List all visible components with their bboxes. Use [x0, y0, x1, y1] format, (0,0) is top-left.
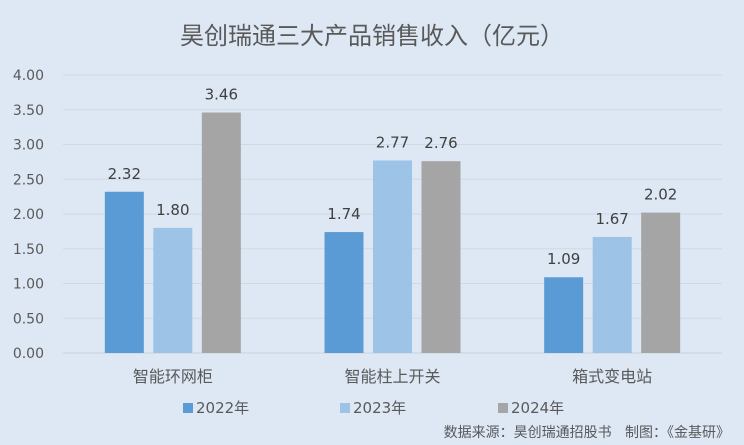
x-category-label: 箱式变电站: [572, 367, 652, 386]
y-tick-label: 0.00: [13, 346, 44, 362]
y-tick-label: 1.50: [13, 242, 44, 258]
bar: [324, 232, 364, 353]
data-label: 1.67: [595, 210, 628, 228]
bar-series: [104, 112, 681, 353]
bar: [373, 160, 412, 353]
x-category-label: 智能环网柜: [133, 367, 213, 386]
bar: [201, 112, 241, 353]
bar: [153, 227, 193, 353]
bar: [544, 277, 584, 353]
data-label: 2.32: [108, 165, 141, 183]
x-axis-categories: 智能环网柜 智能柱上开关 箱式变电站: [133, 367, 652, 386]
legend-label: 2023年: [353, 399, 406, 417]
y-axis-ticks: 0.00 0.50 1.00 1.50 2.00 2.50 3.00 3.50 4.00: [13, 68, 44, 362]
y-tick-label: 0.50: [13, 311, 44, 327]
y-tick-label: 1.00: [13, 277, 44, 293]
y-tick-label: 3.50: [13, 103, 44, 119]
data-label: 3.46: [205, 86, 238, 104]
data-labels: 2.32 1.80 3.46 1.74 2.77 2.76 1.09 1.67 2.02: [108, 86, 678, 269]
bar: [104, 191, 144, 353]
y-tick-label: 2.50: [13, 172, 44, 188]
bar: [641, 212, 681, 353]
legend-swatch: [183, 403, 193, 413]
legend-swatch: [498, 403, 508, 413]
legend-label: 2022年: [196, 399, 249, 417]
chart-title: 昊创瑞通三大产品销售收入（亿元）: [180, 22, 564, 50]
legend-swatch: [340, 403, 350, 413]
source-note: 数据来源：昊创瑞通招股书 制图：《金基研》: [444, 424, 730, 441]
y-tick-label: 4.00: [13, 68, 44, 84]
legend: 2022年 2023年 2024年: [183, 399, 564, 417]
data-label: 2.77: [376, 133, 409, 151]
legend-label: 2024年: [511, 399, 564, 417]
y-tick-label: 3.00: [13, 138, 44, 154]
data-label: 2.02: [644, 186, 677, 204]
data-label: 1.74: [327, 205, 360, 223]
y-tick-label: 2.00: [13, 207, 44, 223]
bar: [592, 236, 632, 353]
data-label: 1.09: [547, 250, 580, 268]
data-label: 2.76: [424, 134, 457, 152]
data-label: 1.80: [156, 201, 189, 219]
bar: [421, 161, 461, 353]
x-category-label: 智能柱上开关: [344, 367, 440, 386]
